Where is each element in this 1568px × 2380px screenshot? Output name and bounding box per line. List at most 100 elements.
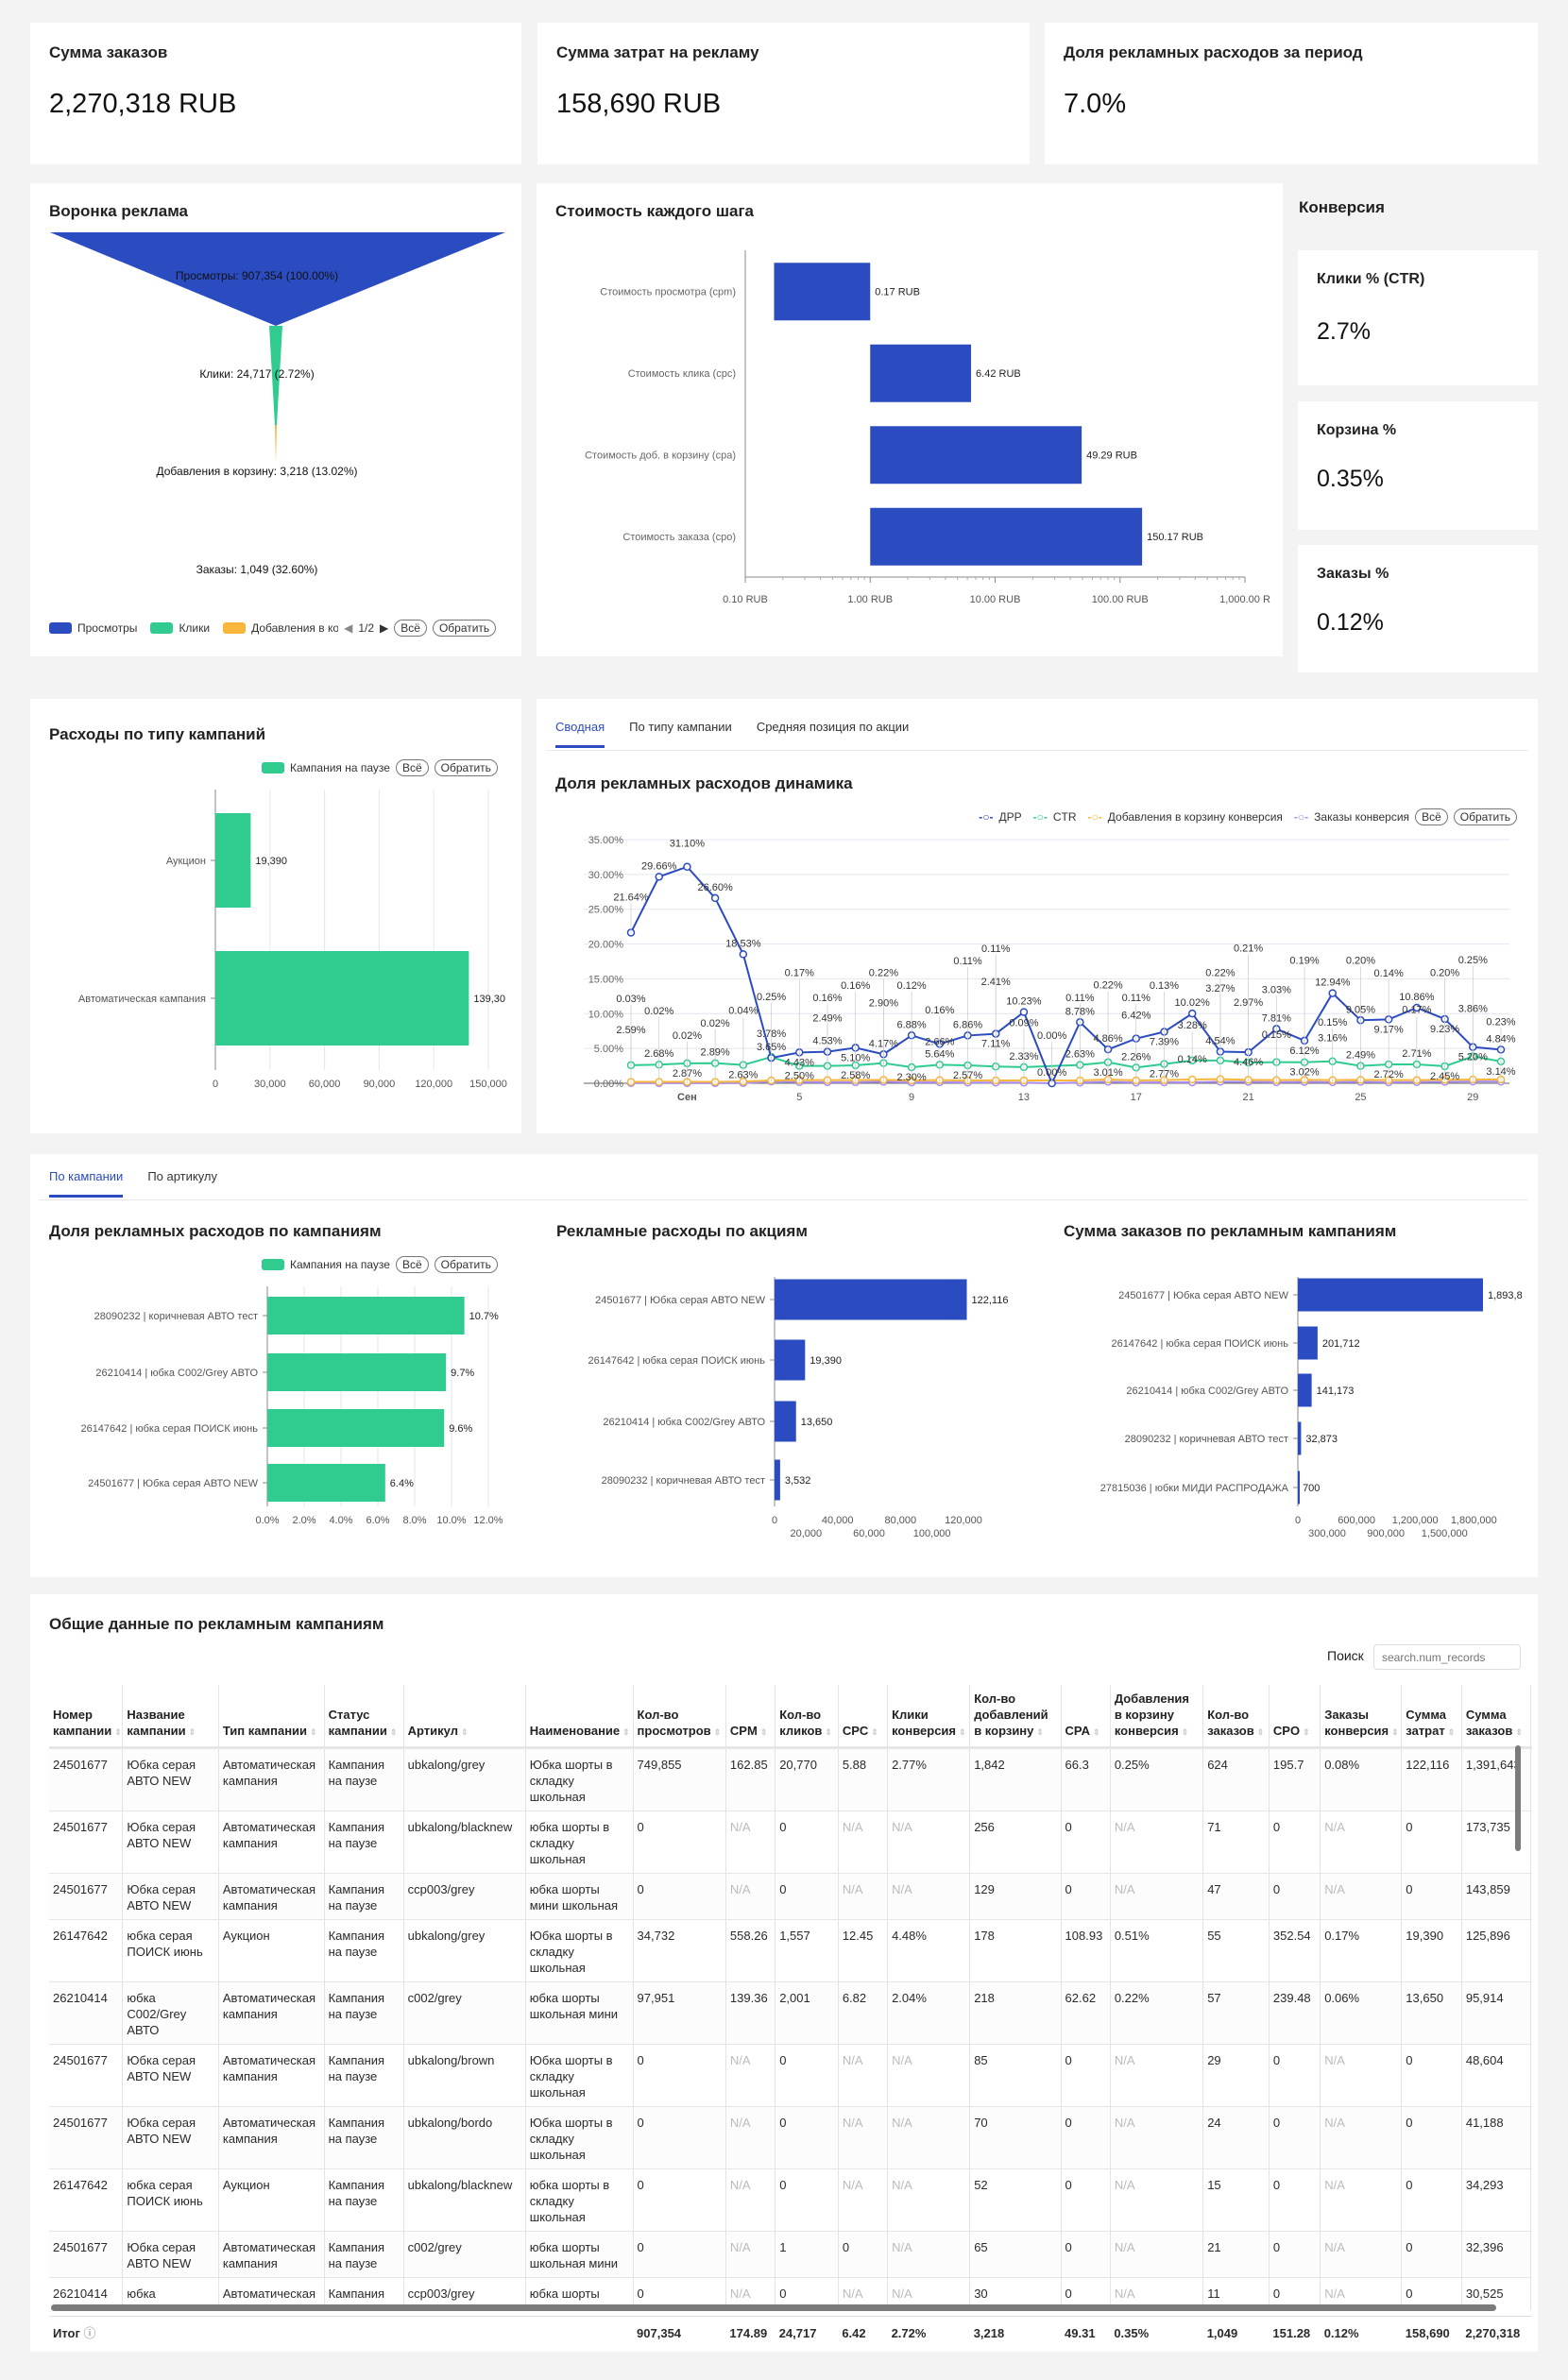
- data-label-ctr: 3.01%: [1093, 1067, 1122, 1079]
- table-cell: 4.48%: [887, 1919, 970, 1982]
- column-header[interactable]: Кол-во просмотров ⇕: [632, 1685, 726, 1749]
- data-label-orders-conv: 0.12%: [896, 980, 926, 992]
- legend-all-button[interactable]: Всё: [1415, 808, 1448, 825]
- column-header[interactable]: Добавления в корзину конверсия ⇕: [1109, 1685, 1203, 1749]
- value-label: 0.17 RUB: [875, 286, 920, 298]
- x-tick-label: 12.0%: [473, 1515, 503, 1526]
- tab-by-article[interactable]: По артикулу: [147, 1169, 218, 1183]
- column-header[interactable]: Сумма затрат ⇕: [1401, 1685, 1462, 1749]
- column-header[interactable]: Клики конверсия ⇕: [887, 1685, 970, 1749]
- table-row[interactable]: 24501677 Юбка серая АВТО NEW Автоматическа…: [49, 1747, 1532, 1811]
- sort-icon[interactable]: ⇕: [188, 1727, 196, 1737]
- column-header[interactable]: Сумма заказов ⇕: [1460, 1685, 1531, 1749]
- table-cell: 2.04%: [887, 1981, 970, 2045]
- search-input[interactable]: [1373, 1644, 1521, 1670]
- legend-item-drr[interactable]: ДРР: [998, 810, 1022, 824]
- column-header[interactable]: Наименование ⇕: [524, 1685, 634, 1749]
- funnel-segment-clicks: [269, 326, 282, 425]
- column-header[interactable]: Заказы конверсия ⇕: [1320, 1685, 1402, 1749]
- sort-icon[interactable]: ⇕: [1303, 1727, 1310, 1737]
- table-cell: N/A: [1109, 2168, 1203, 2232]
- legend-invert-button[interactable]: Обратить: [1453, 808, 1517, 825]
- table-row[interactable]: 24501677 Юбка серая АВТО NEW Автоматическа…: [49, 2044, 1532, 2107]
- vertical-scrollbar[interactable]: [1515, 1745, 1521, 1851]
- column-header-label: Клики конверсия: [892, 1708, 957, 1738]
- legend-item-cart-conv[interactable]: Добавления в корзину конверсия: [1107, 810, 1283, 824]
- column-header[interactable]: CPC ⇕: [837, 1685, 888, 1749]
- data-label-drr: 4.86%: [1093, 1033, 1122, 1045]
- table-row[interactable]: 24501677 Юбка серая АВТО NEW Автоматическа…: [49, 1873, 1532, 1920]
- column-header[interactable]: Кол-во кликов ⇕: [775, 1685, 839, 1749]
- legend-all-button[interactable]: Всё: [395, 1256, 429, 1273]
- table-row[interactable]: 24501677 Юбка серая АВТО NEW Автоматическа…: [49, 2106, 1532, 2169]
- legend-invert-button[interactable]: Обратить: [432, 620, 497, 637]
- legend-invert-button[interactable]: Обратить: [434, 759, 498, 776]
- sort-icon[interactable]: ⇕: [1181, 1727, 1189, 1737]
- sort-icon[interactable]: ⇕: [114, 1727, 122, 1737]
- category-label: Автоматическая кампания: [78, 994, 206, 1005]
- dynamics-tabs: Сводная По типу кампании Средняя позиция…: [555, 720, 909, 748]
- legend-item-paused[interactable]: Кампания на паузе: [290, 1258, 390, 1271]
- table-row[interactable]: 26147642 юбка серая ПОИСК июнь Аукцион Камп…: [49, 2168, 1532, 2232]
- sort-icon[interactable]: ⇕: [1515, 1727, 1523, 1737]
- sort-icon[interactable]: ⇕: [1093, 1727, 1100, 1737]
- sort-icon[interactable]: ⇕: [1447, 1727, 1456, 1737]
- column-header[interactable]: CPA ⇕: [1060, 1685, 1111, 1749]
- sort-icon[interactable]: ⇕: [825, 1727, 832, 1737]
- legend-all-button[interactable]: Всё: [395, 759, 429, 776]
- prev-page-icon[interactable]: ◀: [344, 621, 353, 635]
- column-header[interactable]: Номер кампании ⇕: [49, 1685, 123, 1749]
- legend-item-cart[interactable]: Добавления в корзину: [251, 621, 339, 635]
- legend-item-orders-conv[interactable]: Заказы конверсия: [1314, 810, 1410, 824]
- table-row[interactable]: 24501677 Юбка серая АВТО NEW Автоматическа…: [49, 2231, 1532, 2278]
- legend-item-paused[interactable]: Кампания на паузе: [290, 761, 390, 774]
- data-label-orders-conv: 0.00%: [1037, 1030, 1066, 1042]
- tab-summary[interactable]: Сводная: [555, 720, 605, 748]
- sort-icon[interactable]: ⇕: [389, 1727, 398, 1737]
- column-header[interactable]: Название кампании ⇕: [122, 1685, 219, 1749]
- column-header-label: Добавления в корзину конверсия: [1114, 1692, 1189, 1738]
- column-header[interactable]: Кол-во заказов ⇕: [1202, 1685, 1270, 1749]
- column-header[interactable]: Артикул ⇕: [402, 1685, 526, 1749]
- sort-icon[interactable]: ⇕: [959, 1727, 966, 1737]
- column-header[interactable]: CPO ⇕: [1268, 1685, 1321, 1749]
- tab-by-campaign-type[interactable]: По типу кампании: [629, 720, 732, 734]
- legend-item-ctr[interactable]: CTR: [1052, 810, 1077, 824]
- data-label-drr: 7.39%: [1150, 1037, 1179, 1048]
- table-row[interactable]: 26147642 юбка серая ПОИСК июнь Аукцион Камп…: [49, 1919, 1532, 1982]
- data-label-ctr: 2.59%: [616, 1025, 645, 1036]
- horizontal-scrollbar[interactable]: [51, 2304, 1496, 2311]
- column-header[interactable]: Статус кампании ⇕: [323, 1685, 404, 1749]
- info-icon[interactable]: ⓘ: [79, 2326, 96, 2340]
- sort-icon[interactable]: ⇕: [310, 1727, 317, 1737]
- column-header[interactable]: Кол-во добавлений в корзину ⇕: [969, 1685, 1062, 1749]
- legend-item-views[interactable]: Просмотры: [77, 621, 138, 635]
- legend-all-button[interactable]: Всё: [394, 620, 427, 637]
- data-label-drr: 4.54%: [1205, 1036, 1235, 1047]
- sort-icon[interactable]: ⇕: [713, 1727, 722, 1737]
- table-cell: 0.0: [1529, 2106, 1532, 2169]
- column-header[interactable]: CPM ⇕: [724, 1685, 775, 1749]
- sort-icon[interactable]: ⇕: [622, 1727, 630, 1737]
- table-row[interactable]: 24501677 Юбка серая АВТО NEW Автоматическа…: [49, 1810, 1532, 1874]
- legend-item-clicks[interactable]: Клики: [179, 621, 211, 635]
- table-cell: N/A: [837, 1873, 888, 1920]
- next-page-icon[interactable]: ▶: [380, 621, 389, 635]
- legend-invert-button[interactable]: Обратить: [434, 1256, 498, 1273]
- tab-by-campaign[interactable]: По кампании: [49, 1169, 124, 1198]
- sort-icon[interactable]: ⇕: [1036, 1727, 1044, 1737]
- column-header[interactable]: Тип кампании ⇕: [217, 1685, 325, 1749]
- value-label: 13,650: [801, 1417, 833, 1428]
- sort-icon[interactable]: ⇕: [871, 1727, 878, 1737]
- column-header[interactable]: ДРР⇕: [1529, 1685, 1532, 1749]
- total-cell: 6.42: [838, 2316, 888, 2347]
- conversion-card-cart: Корзина % 0.35%: [1298, 401, 1538, 530]
- sort-icon[interactable]: ⇕: [759, 1727, 768, 1737]
- sort-icon[interactable]: ⇕: [1391, 1727, 1399, 1737]
- table-cell: 26210414: [49, 1981, 123, 2045]
- sort-icon[interactable]: ⇕: [460, 1727, 469, 1737]
- tab-avg-position[interactable]: Средняя позиция по акции: [756, 720, 910, 734]
- table-cell: Юбка серая АВТО NEW: [122, 2231, 219, 2278]
- sort-icon[interactable]: ⇕: [1256, 1727, 1265, 1737]
